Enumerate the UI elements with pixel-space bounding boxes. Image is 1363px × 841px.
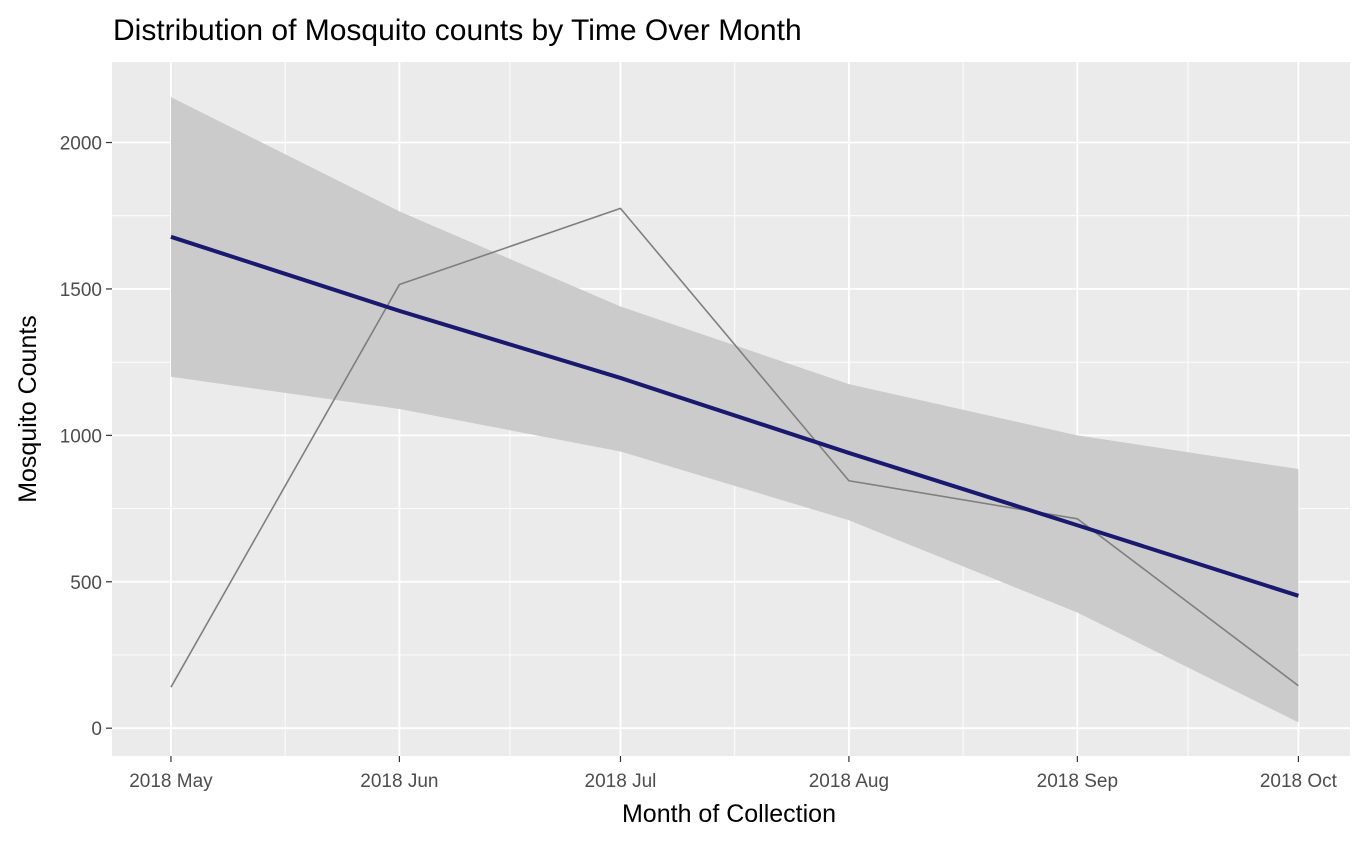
x-tick-label: 2018 May [129, 771, 213, 792]
y-axis: 0 500 1000 1500 2000 [60, 134, 112, 740]
chart-title: Distribution of Mosquito counts by Time … [113, 14, 802, 47]
y-tick-label: 1500 [60, 280, 102, 301]
y-tick-label: 0 [91, 719, 102, 740]
x-tick-label: 2018 Aug [809, 771, 889, 792]
observed-count-line [170, 207, 1299, 688]
y-tick-label: 2000 [60, 134, 102, 155]
x-tick-label: 2018 Jul [585, 771, 657, 792]
x-tick-label: 2018 Jun [360, 771, 438, 792]
x-tick-label: 2018 Sep [1037, 771, 1118, 792]
confidence-band-layer [170, 97, 1299, 723]
y-tick-label: 1000 [60, 426, 102, 447]
confidence-band [170, 97, 1299, 723]
series-layer [170, 207, 1300, 688]
x-axis: 2018 May 2018 Jun 2018 Jul 2018 Aug 2018 Sep… [129, 756, 1338, 792]
y-tick-label: 500 [70, 573, 102, 594]
y-axis-title: Mosquito Counts [14, 315, 42, 503]
x-axis-title: Month of Collection [622, 800, 836, 828]
x-tick-label: 2018 Oct [1260, 771, 1338, 792]
trend-line [170, 234, 1300, 598]
